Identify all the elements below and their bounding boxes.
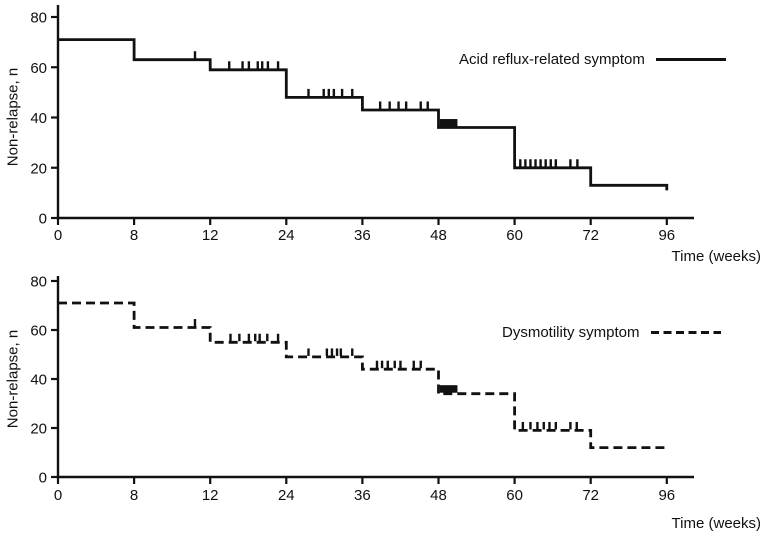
svg-text:8: 8 [130, 487, 138, 504]
svg-text:80: 80 [30, 274, 47, 291]
legend-acid-reflux: Acid reflux-related symptom [459, 51, 726, 68]
svg-text:0: 0 [54, 227, 62, 244]
svg-text:20: 20 [30, 160, 47, 177]
svg-text:8: 8 [130, 227, 138, 244]
svg-text:80: 80 [30, 10, 47, 27]
legend-dysmotility: Dysmotility symptom [502, 324, 721, 341]
svg-text:0: 0 [54, 487, 62, 504]
chart-panel-dysmotility: 0 20 40 60 80 0 8 12 24 36 48 60 72 96 Non-relapse, n… [0, 268, 765, 536]
y-axis-label: Non-relapse, n [4, 67, 22, 167]
svg-text:40: 40 [30, 110, 47, 127]
legend-dashed-line-swatch [650, 331, 721, 334]
svg-text:24: 24 [278, 227, 295, 244]
svg-text:12: 12 [202, 487, 219, 504]
svg-text:60: 60 [30, 323, 47, 340]
legend-label: Acid reflux-related symptom [459, 51, 645, 68]
svg-text:20: 20 [30, 421, 47, 438]
svg-text:36: 36 [354, 487, 371, 504]
svg-text:72: 72 [582, 227, 599, 244]
svg-text:0: 0 [39, 211, 47, 228]
chart-canvas-acid-reflux: 0 20 40 60 80 0 8 12 24 36 48 60 72 96 [30, 5, 694, 244]
svg-text:72: 72 [582, 487, 599, 504]
svg-text:0: 0 [39, 470, 47, 487]
x-axis-label: Time (weeks) [671, 248, 761, 265]
svg-text:36: 36 [354, 227, 371, 244]
chart-canvas-dysmotility: 0 20 40 60 80 0 8 12 24 36 48 60 72 96 [30, 274, 694, 504]
svg-text:60: 60 [506, 227, 523, 244]
svg-text:40: 40 [30, 372, 47, 389]
x-axis-label: Time (weeks) [671, 515, 761, 532]
svg-text:96: 96 [658, 487, 675, 504]
svg-text:12: 12 [202, 227, 219, 244]
legend-label: Dysmotility symptom [502, 324, 640, 341]
chart-panel-acid-reflux: 0 20 40 60 80 0 8 12 24 36 48 60 72 96 Non-relapse, n… [4, 5, 761, 265]
svg-text:48: 48 [430, 227, 447, 244]
svg-text:60: 60 [30, 60, 47, 77]
svg-text:48: 48 [430, 487, 447, 504]
y-axis-label: Non-relapse, n [4, 329, 22, 429]
svg-text:60: 60 [506, 487, 523, 504]
svg-text:24: 24 [278, 487, 295, 504]
legend-solid-line-swatch [655, 58, 726, 61]
svg-text:96: 96 [658, 227, 675, 244]
